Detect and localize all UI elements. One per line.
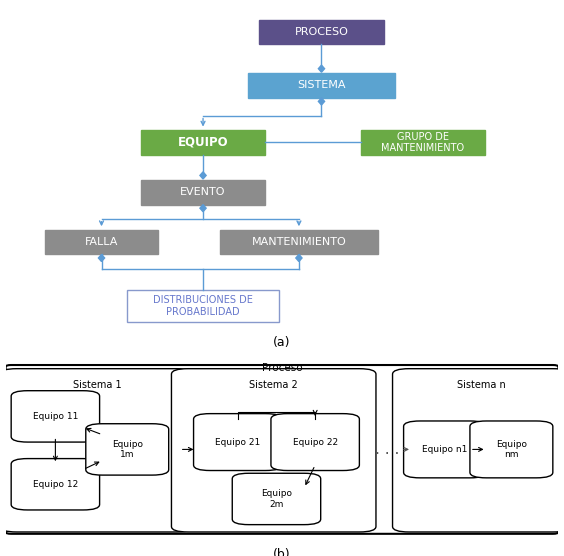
Polygon shape [98,255,105,261]
Text: Sistema 1: Sistema 1 [73,380,121,390]
Text: Equipo 21: Equipo 21 [215,438,261,446]
Text: EVENTO: EVENTO [180,187,226,197]
Text: Equipo
2m: Equipo 2m [261,489,292,509]
FancyBboxPatch shape [470,421,553,478]
Polygon shape [200,205,206,212]
FancyBboxPatch shape [271,414,359,470]
FancyBboxPatch shape [361,130,485,155]
Polygon shape [296,255,302,261]
Text: DISTRIBUCIONES DE
PROBABILIDAD: DISTRIBUCIONES DE PROBABILIDAD [153,295,253,317]
Text: (a): (a) [273,336,291,349]
Text: Equipo n1: Equipo n1 [422,445,468,454]
Text: EQUIPO: EQUIPO [178,136,228,149]
Text: Equipo 22: Equipo 22 [293,438,338,446]
Text: SISTEMA: SISTEMA [297,81,346,91]
FancyBboxPatch shape [193,414,282,470]
FancyBboxPatch shape [11,459,100,510]
Text: Sistema n: Sistema n [457,380,505,390]
FancyBboxPatch shape [220,230,378,255]
FancyBboxPatch shape [86,424,169,475]
Text: Sistema 2: Sistema 2 [249,380,298,390]
Text: Equipo
1m: Equipo 1m [112,440,143,459]
Polygon shape [318,98,324,105]
Text: FALLA: FALLA [85,237,118,247]
FancyBboxPatch shape [171,369,376,532]
FancyBboxPatch shape [232,473,321,525]
Text: . . .: . . . [375,442,399,457]
Text: Equipo
nm: Equipo nm [496,440,527,459]
FancyBboxPatch shape [404,421,487,478]
Text: MANTENIMIENTO: MANTENIMIENTO [252,237,346,247]
FancyBboxPatch shape [6,365,558,534]
FancyBboxPatch shape [45,230,158,255]
Text: Equipo 12: Equipo 12 [33,480,78,489]
FancyBboxPatch shape [141,130,265,155]
Text: (b): (b) [273,548,291,556]
Text: Equipo 11: Equipo 11 [33,412,78,421]
Polygon shape [200,172,206,179]
Polygon shape [318,65,324,72]
Text: GRUPO DE
MANTENIMIENTO: GRUPO DE MANTENIMIENTO [381,132,465,153]
FancyBboxPatch shape [0,369,193,532]
FancyBboxPatch shape [248,73,395,98]
FancyBboxPatch shape [393,369,564,532]
FancyBboxPatch shape [141,180,265,205]
FancyBboxPatch shape [259,19,384,44]
FancyBboxPatch shape [11,391,100,442]
Text: PROCESO: PROCESO [294,27,349,37]
Text: Proceso: Proceso [262,363,302,373]
FancyBboxPatch shape [127,290,279,322]
